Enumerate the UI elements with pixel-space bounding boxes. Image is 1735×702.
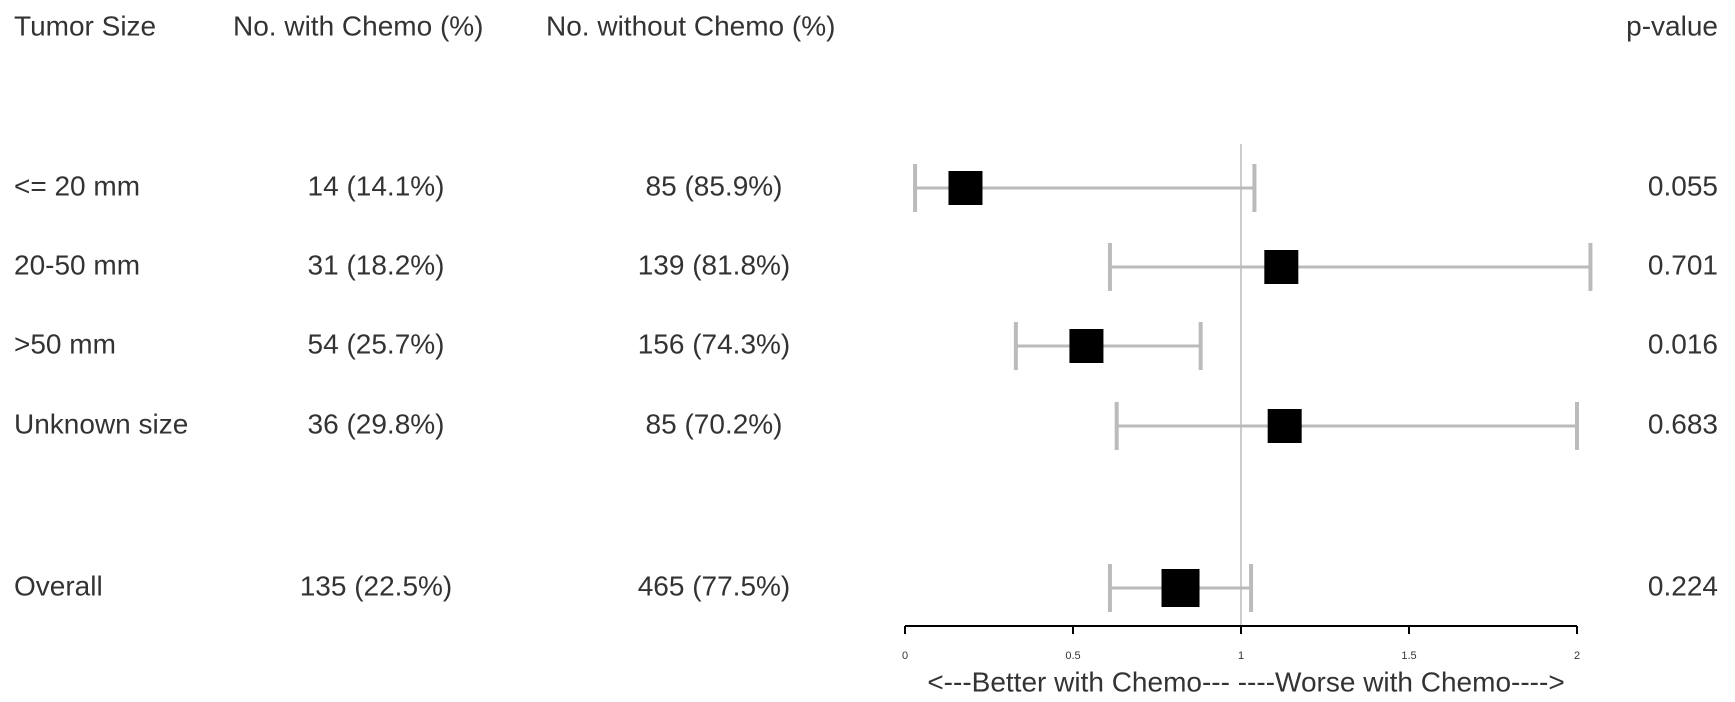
- p-value: 0.224: [1648, 570, 1718, 601]
- p-value: 0.683: [1648, 408, 1718, 439]
- without-chemo: 465 (77.5%): [638, 570, 791, 601]
- column-header: No. with Chemo (%): [233, 10, 484, 41]
- column-header: Tumor Size: [14, 10, 156, 41]
- x-tick-label: 0.5: [1065, 650, 1080, 662]
- row-label: 20-50 mm: [14, 249, 140, 280]
- p-value: 0.016: [1648, 328, 1718, 359]
- without-chemo: 156 (74.3%): [638, 328, 791, 359]
- with-chemo: 14 (14.1%): [308, 170, 445, 201]
- with-chemo: 54 (25.7%): [308, 328, 445, 359]
- without-chemo: 85 (70.2%): [646, 408, 783, 439]
- estimate-marker: [1267, 409, 1302, 443]
- estimate-marker: [948, 171, 983, 205]
- x-tick-label: 0: [902, 650, 908, 662]
- x-axis-label: <---Better with Chemo--- ----Worse with …: [927, 666, 1564, 697]
- row-label: Overall: [14, 570, 103, 601]
- column-header: No. without Chemo (%): [546, 10, 835, 41]
- row-label: Unknown size: [14, 408, 188, 439]
- x-tick-label: 1: [1238, 650, 1244, 662]
- estimate-marker: [1264, 250, 1299, 284]
- without-chemo: 139 (81.8%): [638, 249, 791, 280]
- with-chemo: 36 (29.8%): [308, 408, 445, 439]
- row-label: <= 20 mm: [14, 170, 140, 201]
- with-chemo: 135 (22.5%): [300, 570, 453, 601]
- estimate-marker: [1161, 569, 1200, 607]
- estimate-marker: [1069, 329, 1104, 363]
- with-chemo: 31 (18.2%): [308, 249, 445, 280]
- row-label: >50 mm: [14, 328, 116, 359]
- x-tick-label: 2: [1574, 650, 1580, 662]
- p-value: 0.055: [1648, 170, 1718, 201]
- without-chemo: 85 (85.9%): [646, 170, 783, 201]
- p-value: 0.701: [1648, 249, 1718, 280]
- column-header: p-value: [1626, 10, 1718, 41]
- x-tick-label: 1.5: [1401, 650, 1416, 662]
